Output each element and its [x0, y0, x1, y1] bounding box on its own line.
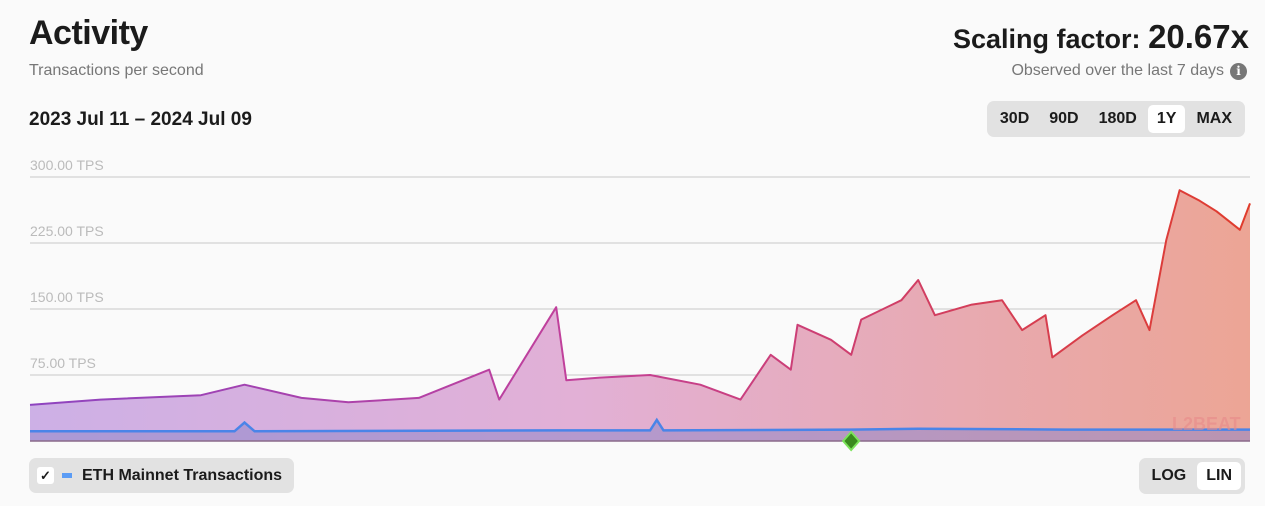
date-range: 2023 Jul 11 – 2024 Jul 09 [29, 109, 252, 130]
scaling-factor: Scaling factor: 20.67x [953, 18, 1249, 56]
chart-marker-diamond [841, 430, 861, 452]
legend-label: ETH Mainnet Transactions [82, 466, 283, 484]
subtitle: Transactions per second [29, 62, 204, 79]
legend-swatch [62, 473, 72, 478]
y-tick-label: 75.00 TPS [30, 355, 96, 371]
l2beat-watermark: L2BEAT [1172, 414, 1241, 434]
scale-toggle: LOG LIN [1138, 458, 1245, 494]
period-180d[interactable]: 180D [1098, 110, 1137, 127]
period-max[interactable]: MAX [1196, 110, 1232, 127]
period-30d[interactable]: 30D [999, 110, 1030, 127]
y-tick-label: 150.00 TPS [30, 289, 104, 305]
period-1y[interactable]: 1Y [1147, 105, 1186, 133]
observed-text: Observed over the last 7 days [1011, 62, 1224, 79]
y-tick-label: 300.00 TPS [30, 157, 104, 173]
scale-log[interactable]: LOG [1151, 467, 1187, 484]
info-icon[interactable]: i [1230, 62, 1247, 80]
period-90d[interactable]: 90D [1049, 110, 1079, 127]
series-line-eth [30, 417, 1250, 433]
series-line-total [29, 189, 1251, 406]
page-title: Activity [29, 14, 148, 52]
scale-lin[interactable]: LIN [1197, 462, 1241, 490]
checkbox-check-icon[interactable]: ✓ [37, 467, 54, 484]
y-tick-label: 225.00 TPS [30, 223, 104, 239]
observed-note: Observed over the last 7 days i [1011, 62, 1247, 80]
period-selector: 30D 90D 180D 1Y MAX [986, 101, 1245, 137]
legend-eth-toggle[interactable]: ✓ ETH Mainnet Transactions [29, 458, 295, 493]
scaling-label: Scaling factor: [953, 24, 1141, 54]
scaling-value: 20.67x [1148, 18, 1249, 55]
area-fill [30, 190, 1250, 441]
